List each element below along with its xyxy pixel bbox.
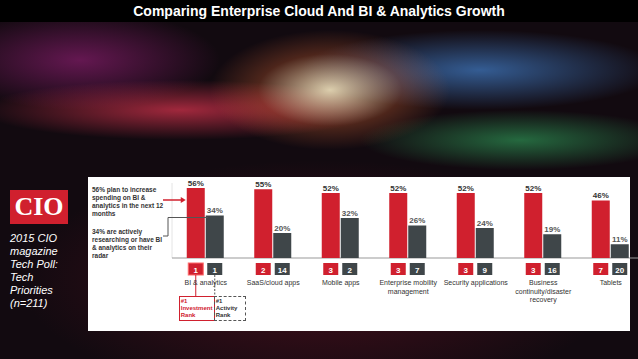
rank-label: 7 [415, 266, 420, 275]
bar [206, 216, 224, 259]
rank-label: 1 [213, 266, 218, 275]
category-label: Mobile apps [308, 279, 374, 288]
bar [408, 226, 426, 259]
callout: #1 Investment Rank [179, 296, 215, 321]
rank-box [593, 263, 608, 275]
category-label: Business continuity/disaster recovery [510, 279, 576, 305]
rank-label: 7 [599, 266, 604, 275]
data-labels: 56% 55% 52% 52% 52% 52% 46% 34% 20% 32% 26% 24% 19% 1… [188, 179, 628, 244]
rank-label: 9 [483, 266, 488, 275]
data-label: 20% [274, 224, 290, 233]
data-label: 11% [612, 235, 628, 244]
bar [341, 218, 359, 258]
title-bar: Comparing Enterprise Cloud And BI & Anal… [0, 0, 638, 22]
rank-label: 20 [615, 266, 624, 275]
data-label: 46% [593, 191, 609, 200]
bar [273, 233, 291, 258]
rank-label: 3 [396, 266, 401, 275]
value-axis-line [172, 183, 173, 258]
rank-box [391, 263, 406, 275]
rank-box [256, 263, 271, 275]
category-label: SaaS/cloud apps [240, 279, 306, 288]
bars [187, 188, 629, 258]
rank-label: 2 [348, 266, 353, 275]
data-label: 52% [323, 184, 339, 193]
data-label: 32% [342, 209, 358, 218]
rank-box [477, 263, 492, 275]
rank-label: 3 [464, 266, 469, 275]
data-label: 52% [525, 184, 541, 193]
bar [611, 244, 629, 258]
rank-label: 16 [548, 266, 557, 275]
data-label: 24% [477, 219, 493, 228]
category-label: Enterprise mobility management [375, 279, 441, 296]
data-label: 55% [255, 180, 271, 189]
rank-box [545, 263, 560, 275]
rank-label: 1 [194, 266, 199, 275]
data-label: 19% [544, 225, 560, 234]
title: Comparing Enterprise Cloud And BI & Anal… [0, 3, 638, 19]
data-label: 52% [458, 184, 474, 193]
bar [524, 193, 542, 258]
bar [254, 189, 272, 258]
data-label: 34% [207, 206, 223, 215]
annotation: 34% are actively researching or have BI … [92, 228, 164, 260]
rank-box [275, 263, 290, 275]
data-label: 56% [188, 179, 204, 188]
rank-label: 14 [278, 266, 287, 275]
bar [457, 193, 475, 258]
bar [476, 228, 494, 258]
chart-svg: 56% 55% 52% 52% 52% 52% 46% 34% 20% 32% 26% 24% 19% 1… [0, 0, 638, 359]
bar [389, 193, 407, 258]
data-label: 52% [390, 184, 406, 193]
rank-label: 3 [329, 266, 334, 275]
rank-label: 2 [261, 266, 266, 275]
rank-box [188, 263, 203, 275]
rank-box [323, 263, 338, 275]
bar [322, 193, 340, 258]
category-label: Tablets [578, 279, 638, 288]
arrow-head [181, 197, 186, 203]
logo-text: CIO [10, 193, 68, 221]
annotation: 56% plan to increase spending on BI & an… [92, 186, 164, 218]
bar [187, 188, 205, 258]
callout: #1 Activity Rank [214, 296, 246, 321]
rank-box [612, 263, 627, 275]
bar [543, 234, 561, 258]
annotation-bracket [163, 218, 208, 237]
data-label: 26% [409, 216, 425, 225]
rank-box [207, 263, 222, 275]
caption: 2015 CIO magazine Tech Poll: Tech Priori… [10, 232, 76, 310]
logo: CIO [10, 190, 68, 224]
annotation-arrow [163, 199, 183, 201]
rank-box [458, 263, 473, 275]
category-label: Security applications [443, 279, 509, 288]
rank-box [410, 263, 425, 275]
rank-label: 3 [531, 266, 536, 275]
bar [592, 201, 610, 259]
rank-box [526, 263, 541, 275]
rank-box [342, 263, 357, 275]
category-label: BI & analytics [173, 279, 239, 288]
